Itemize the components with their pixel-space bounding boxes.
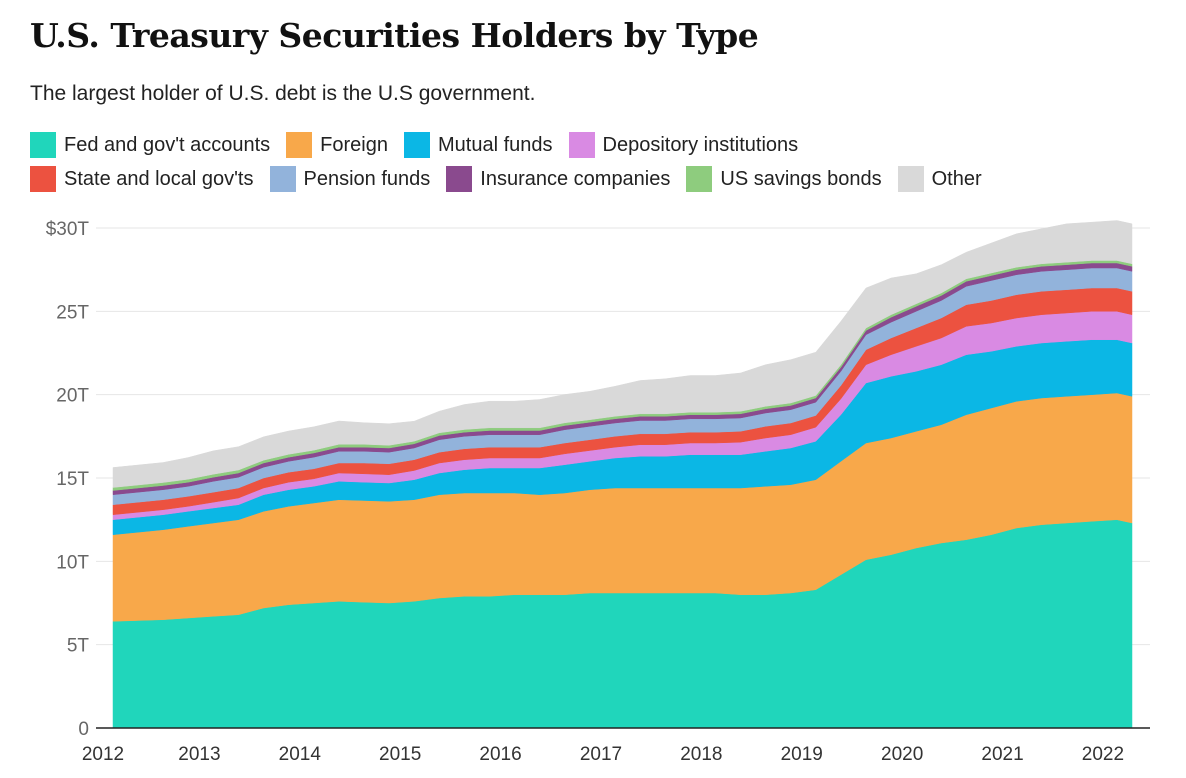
- y-tick-label: 15T: [56, 469, 89, 490]
- legend-label-mutual: Mutual funds: [437, 133, 553, 156]
- legend-swatch-insurance: [446, 166, 473, 192]
- legend-item-insurance[interactable]: Insurance companies: [446, 166, 670, 192]
- y-tick-label: $30T: [46, 219, 90, 240]
- x-tick-label: 2021: [981, 744, 1023, 765]
- chart-legend: Fed and gov't accounts Foreign Mutual fu…: [30, 128, 1160, 196]
- x-tick-label: 2018: [680, 744, 722, 765]
- legend-swatch-savings: [686, 166, 713, 192]
- legend-label-depository: Depository institutions: [602, 133, 799, 156]
- legend-swatch-state: [30, 166, 56, 192]
- legend-label-fed: Fed and gov't accounts: [64, 133, 271, 156]
- legend-row-1: Fed and gov't accounts Foreign Mutual fu…: [30, 128, 1160, 162]
- x-tick-label: 2013: [178, 744, 220, 765]
- legend-label-foreign: Foreign: [320, 133, 388, 156]
- area-layer: [112, 220, 1133, 729]
- legend-item-pension[interactable]: Pension funds: [269, 166, 431, 192]
- axis-layer: 0 5T 10T 15T 20T 25T $30T 2012 2013 2014 2015 2016 2…: [46, 219, 1150, 765]
- y-tick-label: 20T: [56, 386, 89, 407]
- legend-swatch-depository: [568, 132, 595, 158]
- y-tick-label: 5T: [67, 636, 90, 657]
- x-tick-label: 2020: [881, 744, 923, 765]
- legend-item-depository[interactable]: Depository institutions: [568, 132, 799, 158]
- x-tick-label: 2012: [82, 744, 124, 765]
- legend-item-state[interactable]: State and local gov'ts: [30, 166, 254, 192]
- area-series-8: [112, 220, 1133, 488]
- chart-title: U.S. Treasury Securities Holders by Type: [30, 16, 759, 55]
- legend-label-insurance: Insurance companies: [480, 167, 671, 190]
- legend-swatch-pension: [269, 166, 296, 192]
- legend-label-state: State and local gov'ts: [64, 167, 254, 190]
- x-tick-label: 2019: [781, 744, 823, 765]
- legend-item-mutual[interactable]: Mutual funds: [403, 132, 553, 158]
- legend-item-other[interactable]: Other: [897, 166, 982, 192]
- x-tick-label: 2015: [379, 744, 421, 765]
- legend-swatch-foreign: [286, 132, 313, 158]
- legend-swatch-fed: [30, 132, 56, 158]
- legend-swatch-other: [897, 166, 924, 192]
- y-tick-label: 10T: [56, 552, 89, 573]
- legend-label-other: Other: [931, 167, 982, 190]
- legend-label-savings: US savings bonds: [720, 167, 882, 190]
- y-tick-label: 25T: [56, 302, 89, 323]
- legend-label-pension: Pension funds: [303, 167, 431, 190]
- x-tick-label: 2014: [279, 744, 322, 765]
- legend-item-foreign[interactable]: Foreign: [286, 132, 388, 158]
- legend-swatch-mutual: [403, 132, 430, 158]
- x-tick-label: 2016: [479, 744, 521, 765]
- x-tick-label: 2017: [580, 744, 622, 765]
- chart-subtitle: The largest holder of U.S. debt is the U…: [30, 82, 536, 105]
- y-tick-label: 0: [78, 719, 89, 740]
- legend-item-savings[interactable]: US savings bonds: [686, 166, 882, 192]
- x-tick-label: 2022: [1082, 744, 1124, 765]
- legend-row-2: State and local gov'ts Pension funds Ins…: [30, 162, 1160, 196]
- legend-item-fed[interactable]: Fed and gov't accounts: [30, 132, 270, 158]
